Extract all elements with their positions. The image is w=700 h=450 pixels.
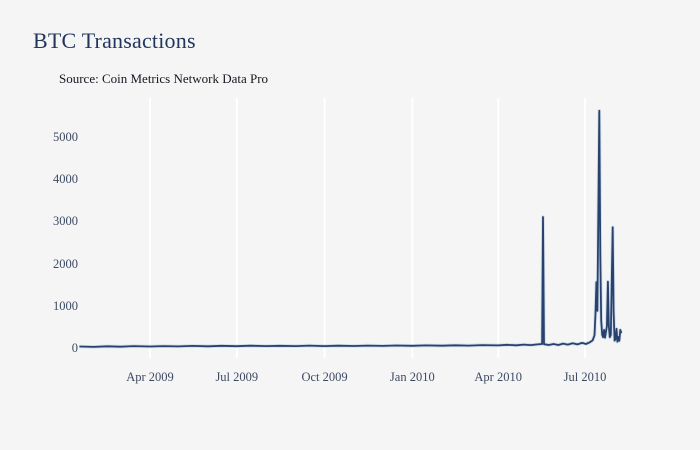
x-axis-tick-label: Oct 2009 (301, 370, 348, 384)
series-line (79, 109, 623, 348)
series-line-halo (79, 109, 624, 349)
chart-title: BTC Transactions (33, 28, 196, 53)
y-axis-tick-label: 5000 (53, 130, 78, 144)
y-axis-tick-label: 4000 (53, 172, 78, 187)
x-axis-tick-label: Apr 2010 (474, 370, 522, 384)
y-axis-tick-label: 3000 (53, 214, 78, 229)
y-axis-tick-label: 0 (71, 341, 78, 355)
x-axis-tick-label: Jan 2010 (389, 370, 435, 384)
chart-subtitle: Source: Coin Metrics Network Data Pro (59, 71, 269, 86)
x-axis-tick-label: Jul 2009 (215, 370, 259, 384)
y-axis-tick-label: 2000 (53, 256, 78, 271)
y-axis-tick-label: 1000 (53, 298, 78, 313)
x-axis-tick-label: Apr 2009 (126, 370, 174, 384)
x-axis-tick-label: Jul 2010 (563, 370, 607, 384)
